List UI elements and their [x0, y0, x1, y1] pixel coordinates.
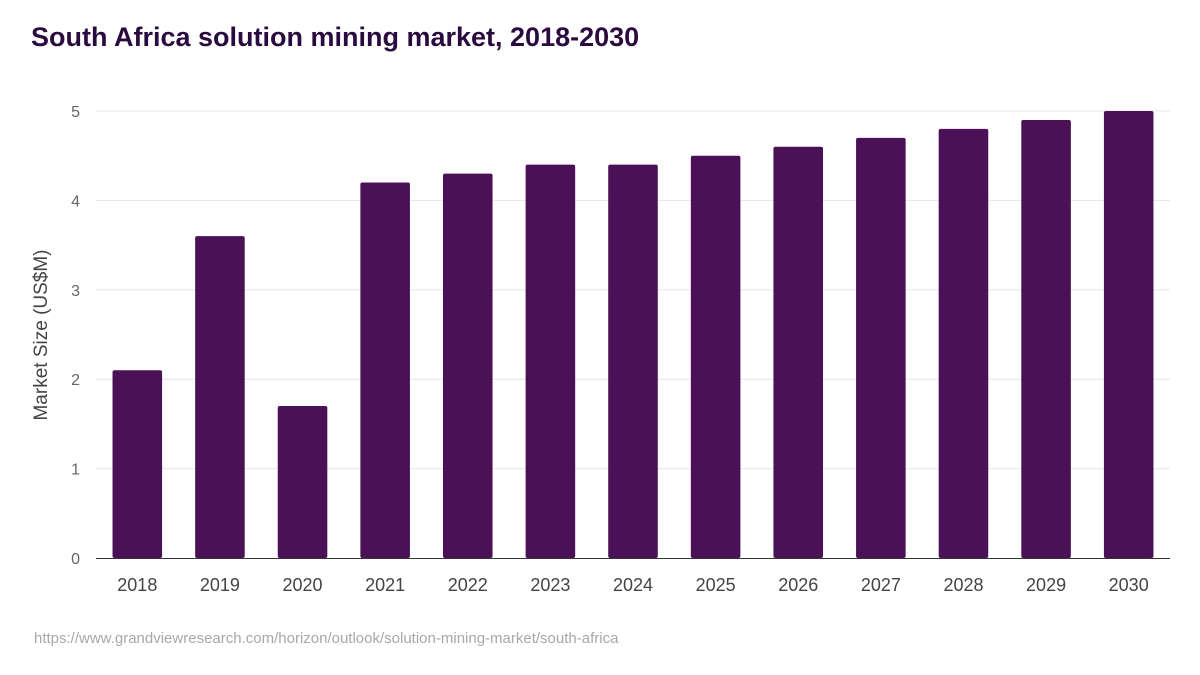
x-tick-label: 2026 — [778, 575, 818, 595]
bar-2030 — [1103, 111, 1154, 558]
bar-2024 — [608, 164, 658, 558]
x-tick-label: 2021 — [365, 575, 405, 595]
bar-2026 — [773, 146, 824, 558]
bar-2019 — [195, 236, 245, 558]
bar-2022 — [442, 173, 493, 558]
x-tick-label: 2029 — [1026, 575, 1066, 595]
bar-2018 — [112, 370, 163, 558]
x-tick-label: 2018 — [117, 575, 157, 595]
bar-2021 — [360, 182, 410, 558]
y-tick-label: 2 — [71, 372, 80, 389]
bar-2025 — [690, 155, 741, 558]
x-tick-label: 2020 — [283, 575, 323, 595]
bar-2023 — [525, 164, 576, 558]
x-tick-label: 2023 — [530, 575, 570, 595]
bar-2028 — [938, 128, 989, 558]
y-tick-label: 4 — [71, 193, 80, 210]
y-axis-label: Market Size (US$M) — [31, 249, 52, 420]
bar-2027 — [856, 137, 906, 558]
source-url: https://www.grandviewresearch.com/horizo… — [34, 630, 619, 647]
x-tick-label: 2025 — [696, 575, 736, 595]
x-tick-label: 2030 — [1109, 575, 1149, 595]
x-tick-label: 2027 — [861, 575, 901, 595]
bar-2029 — [1021, 119, 1071, 558]
x-tick-label: 2022 — [448, 575, 488, 595]
chart-title: South Africa solution mining market, 201… — [31, 22, 640, 52]
y-tick-label: 3 — [71, 283, 80, 300]
x-tick-label: 2028 — [943, 575, 983, 595]
x-tick-label: 2024 — [613, 575, 653, 595]
bar-2020 — [277, 406, 328, 558]
y-tick-label: 0 — [71, 551, 80, 568]
y-tick-label: 1 — [71, 462, 80, 479]
y-tick-label: 5 — [71, 104, 80, 121]
x-tick-label: 2019 — [200, 575, 240, 595]
